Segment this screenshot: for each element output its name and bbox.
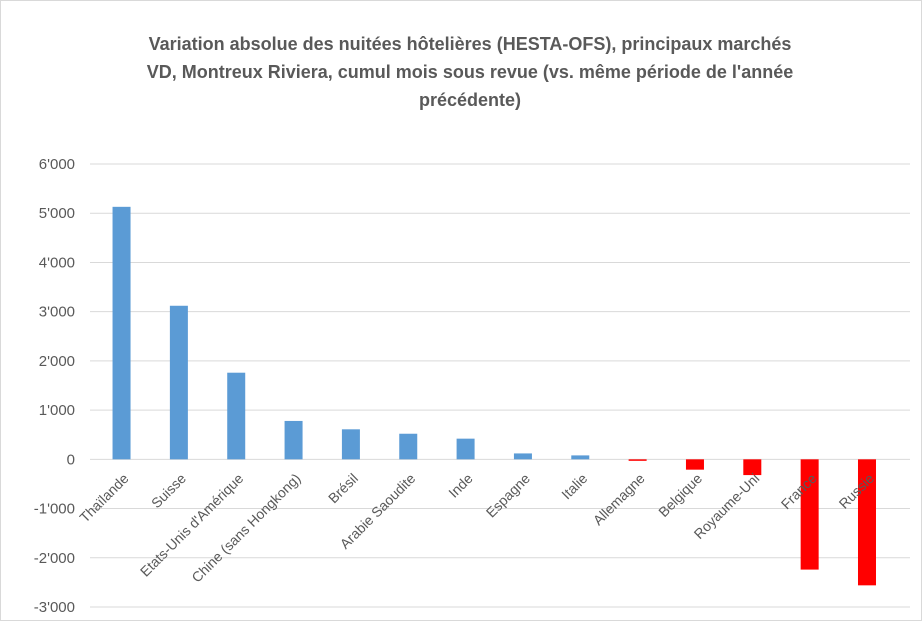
x-category-label: Belgique (655, 470, 705, 520)
bar (857, 459, 876, 586)
bar (628, 459, 647, 461)
y-tick-label: 3'000 (39, 304, 75, 321)
bar (800, 459, 819, 570)
chart-title: Variation absolue des nuitées hôtelières… (110, 30, 830, 114)
x-category-label: Etats-Unis d'Amérique (137, 470, 247, 580)
x-category-label: Espagne (483, 470, 534, 521)
chart-title-line-2: VD, Montreux Riviera, cumul mois sous re… (146, 62, 794, 82)
y-tick-label: 2'000 (39, 353, 75, 370)
y-axis-ticks: 6'000 5'000 4'000 3'000 2'000 1'000 0 -1'000 -2'… (34, 156, 75, 616)
y-tick-label: 0 (67, 451, 75, 468)
y-tick-label: -3'000 (34, 599, 75, 616)
bar (571, 455, 590, 460)
bar (513, 453, 532, 460)
y-tick-label: -1'000 (34, 501, 75, 518)
y-tick-label: 6'000 (39, 156, 75, 173)
x-category-label: Brésil (325, 470, 361, 506)
bar (169, 305, 188, 460)
bar (399, 433, 418, 460)
y-tick-label: 4'000 (39, 254, 75, 271)
x-category-label: Inde (445, 470, 476, 501)
bars (112, 206, 876, 586)
y-tick-label: 5'000 (39, 205, 75, 222)
chart-title-line-3: précédente) (418, 90, 522, 110)
y-tick-label: 1'000 (39, 402, 75, 419)
gridlines (90, 163, 910, 608)
x-category-label: Italie (558, 470, 590, 502)
y-tick-label: -2'000 (34, 550, 75, 567)
bar (341, 429, 360, 460)
x-category-label: Thaïlande (76, 470, 131, 525)
bar (227, 372, 246, 460)
bar (284, 420, 303, 460)
bar (456, 438, 475, 460)
x-category-label: Chine (sans Hongkong) (188, 470, 303, 585)
bar (685, 459, 704, 470)
chart-title-line-1: Variation absolue des nuitées hôtelières… (148, 34, 792, 54)
bar (743, 459, 762, 476)
x-category-label: Allemagne (590, 470, 648, 528)
x-category-label: Suisse (148, 470, 189, 511)
bar (112, 206, 131, 460)
